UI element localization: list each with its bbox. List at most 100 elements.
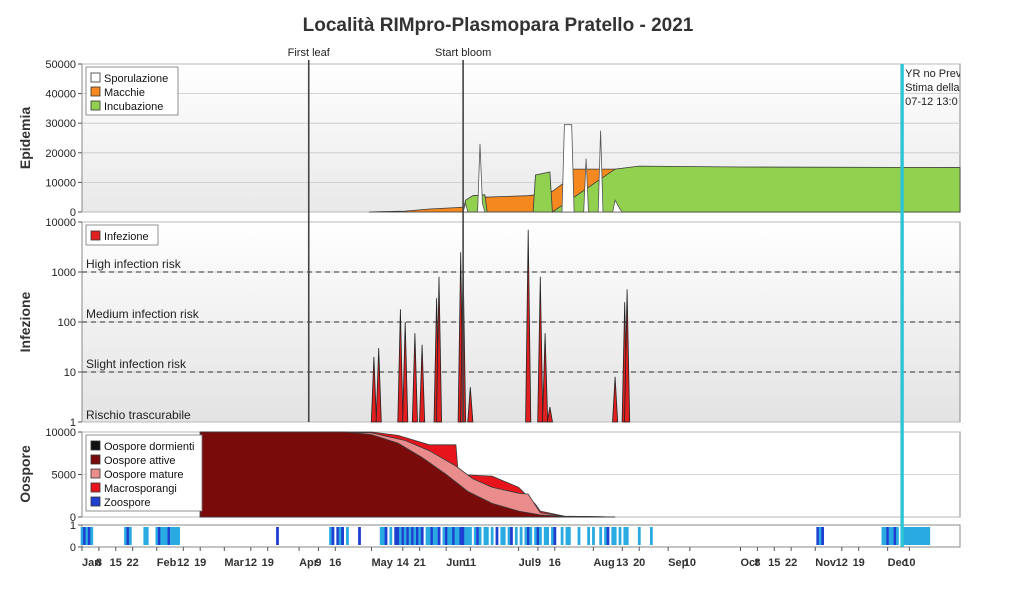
event-bar bbox=[567, 527, 571, 545]
event-bar bbox=[464, 527, 468, 545]
event-bar bbox=[476, 527, 480, 545]
event-bar bbox=[157, 527, 161, 545]
legend-label: Infezione bbox=[104, 231, 149, 243]
y-tick-label: 1000 bbox=[52, 267, 76, 279]
event-bar bbox=[331, 527, 335, 545]
infection-spike bbox=[411, 333, 418, 423]
risk-label: High infection risk bbox=[86, 257, 182, 271]
event-bar bbox=[546, 527, 550, 545]
event-bar bbox=[382, 527, 386, 545]
event-bar bbox=[473, 527, 477, 545]
infection-spike bbox=[525, 229, 532, 423]
event-bar bbox=[478, 527, 482, 545]
y-tick-label: 20000 bbox=[45, 148, 76, 160]
event-bar bbox=[452, 527, 455, 545]
event-bar bbox=[346, 527, 349, 545]
y-tick-label: 10000 bbox=[45, 177, 76, 189]
legend-swatch bbox=[90, 72, 101, 83]
current-date-text: Stima della bbox=[905, 82, 960, 94]
legend-oospore: Oospore dormienti Oospore attive Oospore m… bbox=[85, 434, 203, 512]
event-bar bbox=[442, 527, 446, 545]
panel-strip: 01 bbox=[70, 520, 961, 554]
event-bar bbox=[526, 527, 530, 545]
y-tick-label: 0 bbox=[70, 207, 76, 219]
event-bar bbox=[90, 527, 94, 545]
event-bar bbox=[162, 527, 166, 545]
panel-infezione: 1 10 100 1000 10000 Infezione High infection r… bbox=[17, 217, 961, 429]
legend-box bbox=[85, 224, 159, 246]
y-tick-label: 10 bbox=[64, 367, 76, 379]
event-bar bbox=[389, 527, 393, 545]
event-bar bbox=[449, 527, 453, 545]
event-bar bbox=[435, 527, 439, 545]
event-bar bbox=[124, 527, 127, 545]
event-bar bbox=[276, 527, 279, 545]
event-bar bbox=[401, 527, 405, 545]
x-tick-label: 9 bbox=[315, 557, 321, 569]
infection-spike bbox=[467, 387, 474, 423]
event-bar bbox=[428, 527, 431, 545]
event-bar bbox=[432, 527, 436, 545]
infection-spike bbox=[397, 309, 404, 423]
x-tick-label: Nov bbox=[815, 557, 837, 569]
event-bar bbox=[415, 527, 419, 545]
event-bar bbox=[920, 527, 923, 545]
event-bar bbox=[905, 527, 909, 545]
y-tick-label: 100 bbox=[58, 317, 76, 329]
x-tick-label: Feb bbox=[157, 557, 177, 569]
event-bar bbox=[126, 527, 130, 545]
event-bar bbox=[895, 527, 899, 545]
panel-epidemia: 0 10000 20000 30000 40000 50000 Epidemia Sporul… bbox=[17, 59, 961, 219]
event-bar bbox=[177, 527, 180, 545]
event-bar bbox=[358, 527, 361, 545]
x-tick-label: 8 bbox=[754, 557, 760, 569]
y-tick-label: 40000 bbox=[45, 89, 76, 101]
event-bar bbox=[408, 527, 412, 545]
y-axis-label: Infezione bbox=[17, 291, 33, 352]
y-tick-label: 1 bbox=[70, 520, 76, 532]
x-tick-label: 22 bbox=[785, 557, 797, 569]
event-bar bbox=[413, 527, 417, 545]
event-bar bbox=[418, 527, 422, 545]
legend-epidemia: Sporulazione Macchie Incubazione bbox=[85, 66, 179, 116]
current-date-text: YR no Prev bbox=[905, 68, 962, 80]
event-bar bbox=[466, 527, 470, 545]
event-bar bbox=[538, 527, 542, 545]
event-bar bbox=[560, 527, 564, 545]
event-bar bbox=[625, 527, 629, 545]
legend-label: Incubazione bbox=[104, 101, 163, 113]
event-bar bbox=[915, 527, 919, 545]
event-bar bbox=[551, 527, 554, 545]
y-axis-label: Epidemia bbox=[17, 107, 33, 169]
event-bar bbox=[384, 527, 388, 545]
event-bar bbox=[469, 527, 472, 545]
x-tick-label: 12 bbox=[836, 557, 848, 569]
x-tick-label: 13 bbox=[616, 557, 628, 569]
event-bar bbox=[459, 527, 463, 545]
event-bar bbox=[888, 527, 892, 545]
legend-swatch bbox=[90, 440, 101, 451]
event-bar bbox=[816, 527, 820, 545]
y-axis-label: Oospore bbox=[17, 445, 33, 503]
event-bar bbox=[565, 527, 569, 545]
y-tick-label: 10000 bbox=[45, 427, 76, 439]
event-bar bbox=[456, 527, 460, 545]
x-tick-label: 12 bbox=[245, 557, 257, 569]
x-tick-label: 15 bbox=[768, 557, 780, 569]
legend-label: Macchie bbox=[104, 87, 145, 99]
event-bar bbox=[577, 527, 581, 545]
legend-label: Sporulazione bbox=[104, 73, 168, 85]
event-bar bbox=[604, 527, 607, 545]
legend-box bbox=[85, 434, 203, 512]
legend-label: Oospore mature bbox=[104, 469, 183, 481]
infection-spike bbox=[546, 406, 553, 423]
event-bar bbox=[910, 527, 914, 545]
x-tick-label: 19 bbox=[194, 557, 206, 569]
legend-swatch bbox=[90, 230, 101, 241]
event-bar bbox=[821, 527, 825, 545]
x-tick-label: Sep bbox=[668, 557, 688, 569]
event-bar bbox=[587, 527, 591, 545]
event-bar bbox=[485, 527, 489, 545]
legend-label: Oospore dormienti bbox=[104, 441, 195, 453]
